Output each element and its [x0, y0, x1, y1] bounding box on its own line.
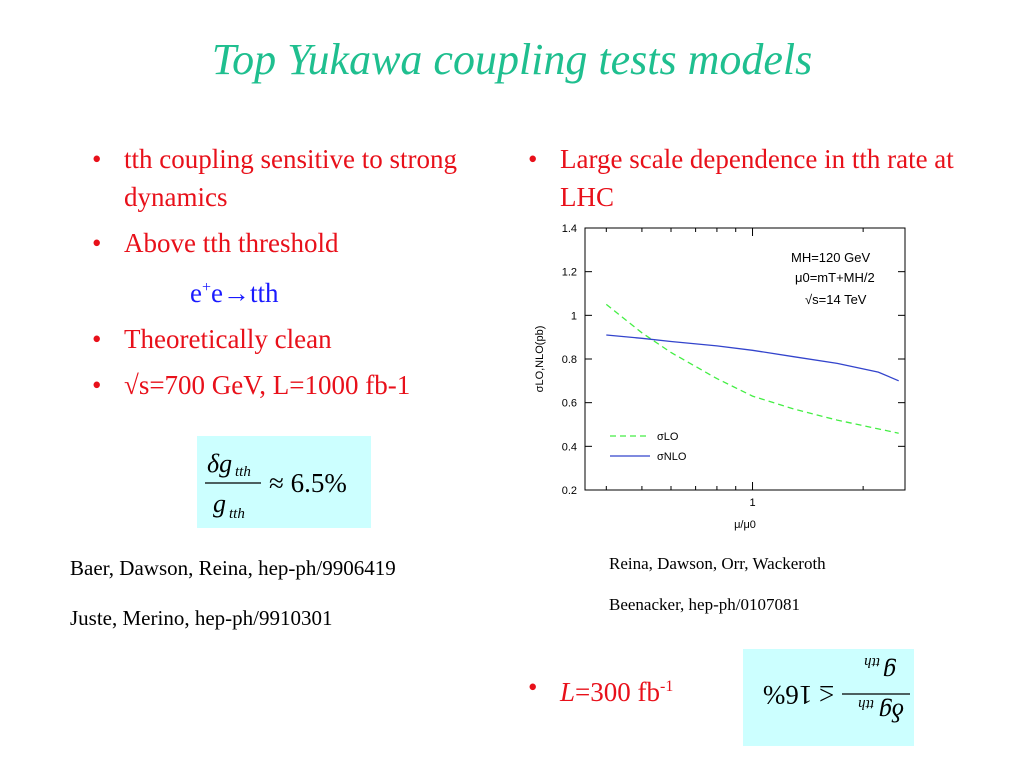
luminosity-symbol: L: [560, 677, 576, 707]
bullet-item: √s=700 GeV, L=1000 fb-1: [86, 366, 506, 404]
chart-svg: 0.2 0.4 0.6 0.8 1 1.2 1.4 1 μ/μ0 σLO,NLO(pb) σLO σN…: [534, 223, 906, 531]
slide-title: Top Yukawa coupling tests models: [211, 35, 813, 84]
bullet-item: L=300 fb-1: [522, 668, 742, 711]
y-tick-label: 1.4: [562, 223, 577, 235]
y-tick-label: 0.2: [562, 485, 577, 497]
left-bullet-list: tth coupling sensitive to strong dynamic…: [86, 140, 506, 412]
luminosity-value: =300 fb: [575, 677, 660, 707]
reference-1: Baer, Dawson, Reina, hep-ph/9906419: [70, 556, 396, 580]
formula-num: δg: [879, 698, 904, 727]
y-tick-label: 1.2: [562, 267, 577, 279]
process-base: e: [190, 278, 202, 308]
reference-4: Beenacker, hep-ph/0107081: [609, 595, 800, 614]
formula-left-box: δg tth g tth ≈ 6.5%: [197, 436, 371, 528]
y-tick-label: 1: [571, 310, 577, 322]
process-rest: e→tth: [211, 278, 279, 308]
scale-dependence-chart: 0.2 0.4 0.6 0.8 1 1.2 1.4 1 μ/μ0 σLO,NLO(pb) σLO σN…: [525, 220, 925, 540]
series-line-lo: [605, 303, 899, 434]
formula-num-sub: tth: [235, 464, 251, 480]
x-axis-label: μ/μ0: [734, 519, 756, 531]
chart-annotation: MH=120 GeV μ0=mT+MH/2 √s=14 TeV: [791, 250, 875, 307]
series-line-nlo: [606, 334, 899, 382]
formula-den: g: [883, 658, 896, 687]
annotation-line: μ0=mT+MH/2: [795, 270, 875, 285]
legend-label: σNLO: [657, 451, 687, 463]
formula-right-box: δg tth g tth ≤ 16%: [743, 649, 914, 746]
formula-num-sub: tth: [858, 696, 874, 712]
plot-frame: [584, 227, 906, 491]
luminosity-exponent: -1: [660, 678, 674, 695]
y-tick-label: 0.6: [562, 398, 577, 410]
process-line: e+e→tth: [190, 278, 279, 309]
legend-label: σLO: [657, 431, 679, 443]
formula-den: g: [213, 489, 226, 518]
y-tick-label: 0.4: [562, 441, 577, 453]
bottom-bullet-list: L=300 fb-1: [522, 668, 742, 711]
formula-right-svg: δg tth g tth ≤ 16%: [763, 654, 910, 727]
reference-2: Juste, Merino, hep-ph/9910301: [70, 606, 333, 630]
formula-rhs: ≈ 6.5%: [269, 468, 347, 498]
annotation-line: MH=120 GeV: [791, 250, 870, 265]
bullet-item: Large scale dependence in tth rate at LH…: [522, 140, 1002, 216]
formula-left-svg: δg tth g tth ≈ 6.5%: [205, 449, 347, 522]
right-bullet-list: Large scale dependence in tth rate at LH…: [522, 140, 1002, 216]
x-tick-label: 1: [749, 497, 755, 509]
bullet-item: Above tth threshold: [86, 224, 506, 262]
formula-den-sub: tth: [864, 654, 880, 670]
annotation-line: √s=14 TeV: [805, 292, 867, 307]
formula-rhs: ≤ 16%: [763, 680, 834, 710]
y-axis-label: σLO,NLO(pb): [534, 326, 546, 393]
process-sup: +: [201, 279, 212, 296]
y-tick-label: 0.8: [562, 354, 577, 366]
reference-3: Reina, Dawson, Orr, Wackeroth: [609, 554, 826, 573]
bullet-item: Theoretically clean: [86, 320, 506, 358]
bullet-item: tth coupling sensitive to strong dynamic…: [86, 140, 506, 216]
formula-den-sub: tth: [229, 506, 245, 522]
formula-num: δg: [207, 449, 232, 478]
